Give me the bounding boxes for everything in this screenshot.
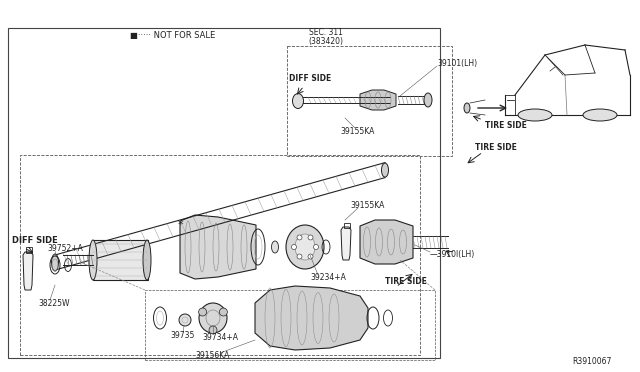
Ellipse shape [295,234,315,260]
Ellipse shape [220,308,227,316]
Bar [8,28,440,358]
Polygon shape [360,90,396,110]
Ellipse shape [271,241,278,253]
Ellipse shape [518,109,552,121]
Text: DIFF SIDE: DIFF SIDE [12,235,58,244]
Text: 38225W: 38225W [38,298,70,308]
Polygon shape [180,215,256,279]
Ellipse shape [209,326,217,334]
Polygon shape [255,286,368,350]
Ellipse shape [198,308,207,316]
Text: 39234+A: 39234+A [310,273,346,282]
Ellipse shape [297,254,302,259]
Ellipse shape [286,225,324,269]
Text: *: * [177,219,183,230]
Bar [93,240,148,280]
Bar [287,46,452,156]
Text: SEC. 311: SEC. 311 [309,28,343,36]
Ellipse shape [424,93,432,107]
Bar [344,223,350,228]
Text: R3910067: R3910067 [572,356,611,366]
Ellipse shape [179,314,191,326]
Text: 39734+A: 39734+A [202,334,238,343]
Text: ■····· NOT FOR SALE: ■····· NOT FOR SALE [130,31,215,39]
Text: TIRE SIDE: TIRE SIDE [485,121,527,129]
Ellipse shape [583,109,617,121]
Polygon shape [341,227,351,260]
Text: —3910l(LH): —3910l(LH) [430,250,476,260]
Ellipse shape [291,244,296,250]
Ellipse shape [143,240,151,280]
Bar [26,247,32,253]
Ellipse shape [308,254,313,259]
Ellipse shape [297,235,302,240]
Polygon shape [360,220,413,264]
Text: 39155KA: 39155KA [350,201,385,209]
Text: TIRE SIDE: TIRE SIDE [475,142,517,151]
Text: 39101(LH): 39101(LH) [437,58,477,67]
Text: 39735: 39735 [170,331,195,340]
Ellipse shape [199,303,227,333]
Text: 39155KA: 39155KA [340,126,374,135]
Text: (383420): (383420) [308,36,344,45]
Ellipse shape [381,163,388,177]
Ellipse shape [292,93,303,109]
Ellipse shape [89,240,97,280]
Text: 39156KA: 39156KA [195,352,229,360]
Text: TIRE SIDE: TIRE SIDE [385,278,427,286]
Ellipse shape [308,235,313,240]
Ellipse shape [314,244,319,250]
Text: 39752+A: 39752+A [47,244,83,253]
Ellipse shape [464,103,470,113]
Text: DIFF SIDE: DIFF SIDE [289,74,332,83]
Polygon shape [23,252,33,290]
Ellipse shape [51,254,58,271]
